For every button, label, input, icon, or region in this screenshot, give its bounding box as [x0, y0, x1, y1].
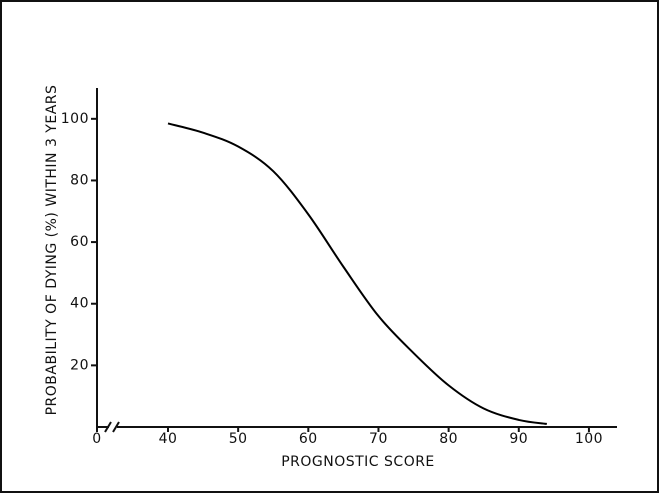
- curve: [167, 122, 547, 425]
- y-tick-label: 40: [70, 296, 89, 312]
- x-tick-label: 50: [229, 431, 248, 447]
- x-tick-label: 90: [509, 431, 528, 447]
- y-tick-label: 20: [70, 357, 89, 373]
- x-tick-label: 40: [159, 431, 178, 447]
- x-tick-label: 80: [439, 431, 458, 447]
- x-axis-title: PROGNOSTIC SCORE: [281, 454, 435, 470]
- axis-break: [104, 421, 120, 433]
- x-tick-label: 0: [92, 431, 101, 447]
- x-tick-label: 70: [369, 431, 388, 447]
- y-axis-title: PROBABILITY OF DYING (%) WITHIN 3 YEARS: [44, 85, 60, 416]
- x-tick-label: 100: [575, 431, 603, 447]
- y-tick-label: 100: [61, 111, 89, 127]
- x-tick-label: 60: [299, 431, 318, 447]
- y-tick-label: 80: [70, 172, 89, 188]
- y-tick-label: 60: [70, 234, 89, 250]
